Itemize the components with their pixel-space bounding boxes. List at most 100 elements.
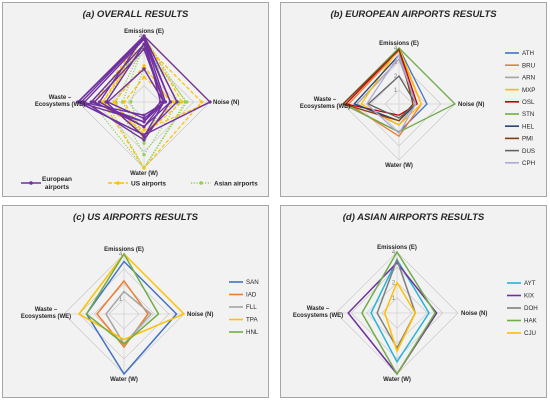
axis-label-waste: Waste –: [35, 307, 58, 313]
ring-label: 1: [119, 297, 123, 303]
axis-label-waste: Waste –: [49, 95, 72, 101]
axis-label-waste: Ecosystems (WE): [293, 313, 343, 319]
ring-label: 1: [394, 88, 398, 94]
series-pmi: [341, 48, 414, 122]
legend-label: HNL: [246, 329, 259, 336]
series-kix: [90, 46, 188, 170]
axis-label-noise: Noise (N): [461, 311, 487, 317]
point-hel: [89, 100, 93, 104]
point-ayt: [142, 153, 146, 157]
legend-label: Asian airports: [214, 180, 258, 187]
legend-label: TPA: [246, 317, 258, 324]
point-bru: [142, 138, 146, 142]
legend-marker: [116, 181, 120, 185]
panel-title: (d) ASIAN AIRPORTS RESULTS: [342, 212, 485, 223]
axis-label-waste: Waste –: [314, 97, 337, 103]
axis-label-noise: Noise (N): [187, 312, 213, 318]
point-cph: [162, 100, 166, 104]
point-dus: [142, 67, 146, 71]
ring-label: 1: [392, 296, 396, 302]
point-cph: [104, 100, 108, 104]
us-results-panel: (c) US AIRPORTS RESULTS 1 4 Emissions (E) N…: [2, 205, 269, 398]
axis-label-water: Water (W): [383, 377, 411, 383]
legend-label: HAK: [524, 318, 538, 325]
point-mxp: [142, 125, 146, 129]
point-dus: [142, 116, 146, 121]
axis-label-emissions: Emissions (E): [377, 245, 417, 251]
legend-label: FLL: [246, 304, 257, 311]
point-fll: [122, 100, 126, 104]
point-cju: [129, 100, 133, 104]
point-hak: [183, 100, 187, 104]
point-pmi: [142, 120, 146, 124]
point-tpa: [142, 128, 146, 132]
point-fll: [172, 100, 176, 104]
series-kix: [347, 261, 438, 376]
legend-label: MXP: [522, 87, 535, 94]
legend-label: ATH: [522, 50, 534, 57]
point-cph: [142, 135, 146, 139]
point-pmi: [76, 100, 80, 104]
axis-label-noise: Noise (N): [458, 102, 484, 108]
series-hak: [361, 250, 437, 376]
series-cph: [365, 53, 417, 135]
overall-results-panel: (a) OVERALL RESULTS 4 Emissions (E) Noise …: [2, 2, 269, 197]
legend-label: European: [42, 176, 72, 183]
point-fll: [142, 75, 146, 79]
point-pmi: [158, 100, 163, 104]
asian-results-panel: (d) ASIAN AIRPORTS RESULTS 1 2 4 Emissions …: [280, 205, 547, 398]
series-iad: [96, 279, 149, 349]
axis-label-waste: Ecosystems (WE): [300, 104, 350, 110]
ring-label: 4: [139, 34, 143, 40]
axis-label-water: Water (W): [385, 163, 413, 169]
legend-label: PMI: [522, 136, 533, 143]
axis-label-waste: Ecosystems (WE): [35, 102, 85, 108]
axis-label-noise: Noise (N): [213, 100, 239, 106]
axis-label-emissions: Emissions (E): [124, 29, 164, 35]
axis-label-emissions: Emissions (E): [104, 247, 144, 253]
legend-marker: [199, 181, 203, 185]
axis-label-water: Water (W): [110, 377, 138, 383]
axis-label-emissions: Emissions (E): [379, 41, 419, 47]
legend-label: AYT: [524, 280, 536, 287]
ring-label: 4: [394, 46, 398, 52]
legend-marker: [29, 181, 33, 185]
axis-label-water: Water (W): [130, 171, 158, 177]
series-hnl: [85, 252, 160, 345]
series-tpa: [77, 252, 186, 341]
point-ath: [175, 100, 179, 104]
point-iad: [112, 100, 116, 104]
point-hnl: [180, 100, 184, 104]
legend-label: CPH: [522, 160, 535, 167]
panel-title: (b) EUROPEAN AIRPORTS RESULTS: [330, 9, 497, 20]
legend-label: STN: [522, 111, 534, 118]
legend-label: IAD: [246, 292, 257, 299]
legend-label: DOH: [524, 305, 538, 312]
point-pmi: [142, 36, 146, 40]
ring-label: 2: [392, 281, 396, 287]
legend-label: ARN: [522, 75, 535, 82]
point-cju: [142, 141, 146, 145]
european-results-panel: (b) EUROPEAN AIRPORTS RESULTS 1 2 3 4 Emissi…: [280, 2, 547, 197]
ring-label: 4: [392, 250, 396, 256]
series-san: [85, 260, 178, 376]
legend-label: CJU: [524, 330, 536, 337]
legend-label: SAN: [246, 279, 259, 286]
point-san: [200, 100, 204, 104]
series-dus: [367, 74, 417, 119]
point-mxp: [168, 100, 172, 104]
legend-label: BRU: [522, 62, 535, 69]
series-fll: [123, 76, 175, 137]
series-ayt: [370, 258, 430, 364]
axis-label-waste: Waste –: [307, 306, 330, 312]
point-iad: [142, 64, 146, 68]
point-cph: [142, 42, 146, 46]
ring-label: 2: [394, 74, 398, 80]
series-iad: [113, 64, 172, 140]
point-osl: [142, 113, 146, 117]
ring-label: 4: [119, 252, 123, 258]
point-mxp: [97, 100, 102, 104]
